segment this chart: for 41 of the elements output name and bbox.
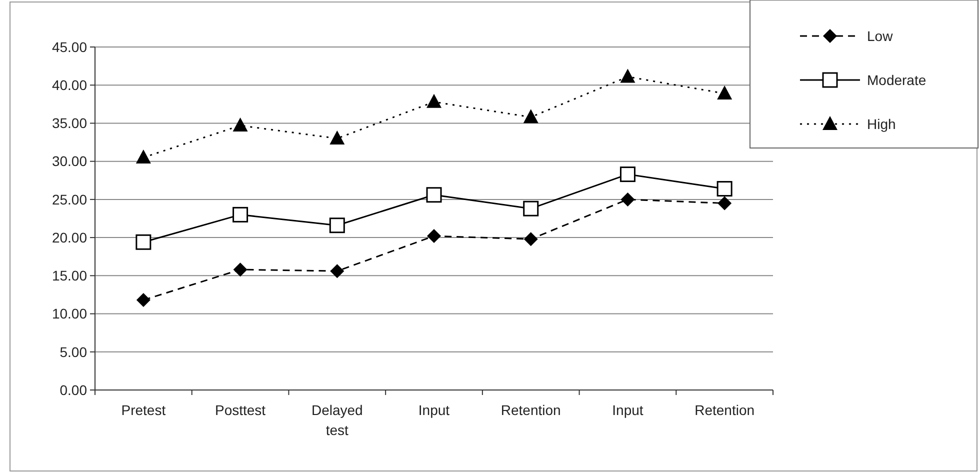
y-tick-label: 40.00 <box>52 77 88 94</box>
point <box>620 166 636 182</box>
point <box>329 218 345 234</box>
point <box>233 262 248 277</box>
y-tick-label: 45.00 <box>52 38 88 55</box>
point <box>136 234 152 250</box>
point <box>330 264 344 278</box>
point <box>136 150 151 164</box>
x-tick-label: Input <box>612 402 644 418</box>
point <box>232 206 248 222</box>
point <box>620 192 635 206</box>
point <box>136 293 150 308</box>
point <box>523 200 539 216</box>
y-tick-label: 15.00 <box>52 268 88 284</box>
point <box>426 94 442 108</box>
point <box>232 118 248 132</box>
x-tick-label: Delayed test <box>311 402 363 438</box>
point <box>718 196 732 210</box>
point <box>717 85 732 100</box>
legend-label: High <box>867 116 896 132</box>
legend-label: Moderate <box>867 72 926 88</box>
x-tick-label: Retention <box>694 402 755 418</box>
point <box>716 181 732 197</box>
y-tick-label: 0.00 <box>60 382 88 398</box>
x-tick-label: Input <box>418 402 450 418</box>
x-tick-label: Retention <box>500 402 561 418</box>
legend-label: Low <box>867 28 894 44</box>
point <box>426 187 442 203</box>
x-tick-label: Posttest <box>214 402 266 418</box>
y-tick-label: 25.00 <box>52 191 88 208</box>
y-tick-label: 5.00 <box>60 344 88 360</box>
y-tick-label: 10.00 <box>52 306 88 322</box>
point <box>427 229 441 244</box>
y-tick-label: 35.00 <box>52 115 88 132</box>
point <box>524 232 538 246</box>
x-tick-label: Pretest <box>121 402 166 418</box>
y-tick-label: 30.00 <box>52 153 88 170</box>
point <box>330 130 345 144</box>
y-tick-label: 20.00 <box>52 229 88 246</box>
point <box>620 68 636 83</box>
point <box>523 109 538 124</box>
